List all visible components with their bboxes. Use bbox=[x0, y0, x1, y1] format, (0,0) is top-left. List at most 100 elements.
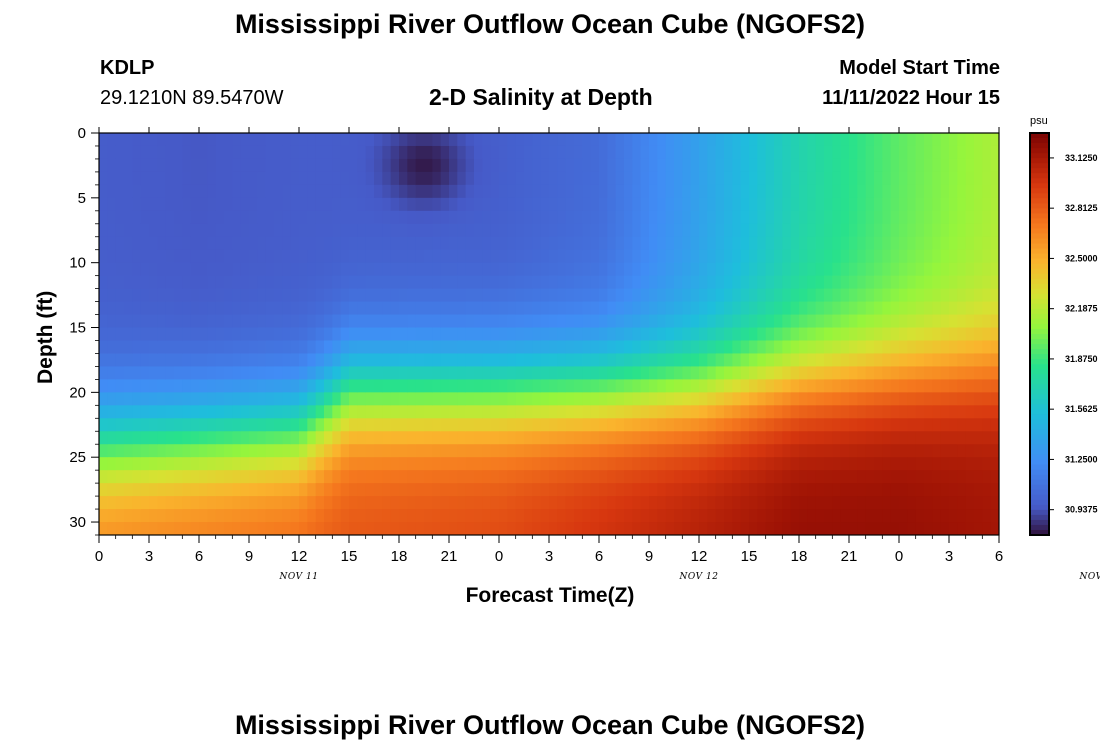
heatmap-cell bbox=[924, 210, 933, 225]
heatmap-cell bbox=[540, 236, 550, 251]
plot-title: 2-D Salinity at Depth bbox=[429, 84, 653, 110]
heatmap-cell bbox=[849, 353, 858, 368]
heatmap-cell bbox=[657, 262, 667, 277]
heatmap-cell bbox=[582, 483, 592, 497]
heatmap-cell bbox=[632, 392, 642, 406]
heatmap-cell bbox=[649, 418, 658, 432]
heatmap-cell bbox=[257, 262, 267, 277]
heatmap-cell bbox=[457, 145, 467, 160]
heatmap-cell bbox=[590, 210, 600, 225]
heatmap-cell bbox=[965, 340, 975, 355]
heatmap-cell bbox=[282, 366, 292, 380]
heatmap-cell bbox=[732, 171, 742, 186]
heatmap-cell bbox=[165, 288, 175, 303]
heatmap-cell bbox=[140, 301, 150, 316]
heatmap-cell bbox=[182, 133, 192, 147]
heatmap-cell bbox=[599, 405, 608, 419]
heatmap-cell bbox=[690, 392, 700, 406]
heatmap-cell bbox=[532, 340, 542, 355]
heatmap-cell bbox=[490, 197, 500, 212]
heatmap-cell bbox=[482, 262, 492, 277]
heatmap-cell bbox=[865, 223, 875, 238]
heatmap-cell bbox=[724, 314, 733, 329]
heatmap-cell bbox=[115, 301, 125, 316]
heatmap-cell bbox=[399, 340, 408, 355]
colorbar-segment bbox=[1030, 233, 1049, 240]
heatmap-cell bbox=[607, 301, 617, 316]
heatmap-cell bbox=[449, 184, 458, 199]
heatmap-cell bbox=[107, 392, 117, 406]
heatmap-cell bbox=[174, 418, 183, 432]
heatmap-cell bbox=[124, 405, 133, 419]
heatmap-cell bbox=[349, 275, 358, 290]
heatmap-cell bbox=[924, 145, 933, 160]
heatmap-cell bbox=[849, 366, 858, 380]
heatmap-cell bbox=[624, 379, 633, 393]
heatmap-cell bbox=[907, 223, 917, 238]
heatmap-cell bbox=[749, 366, 758, 380]
heatmap-cell bbox=[574, 353, 583, 368]
heatmap-cell bbox=[657, 431, 667, 445]
heatmap-cell bbox=[199, 133, 208, 147]
heatmap-cell bbox=[407, 314, 417, 329]
heatmap-cell bbox=[224, 210, 233, 225]
heatmap-cell bbox=[849, 392, 858, 406]
heatmap-cell bbox=[515, 223, 525, 238]
heatmap-cell bbox=[957, 288, 967, 303]
colorbar-segment bbox=[1030, 424, 1049, 431]
heatmap-cell bbox=[899, 223, 908, 238]
heatmap-cell bbox=[132, 327, 142, 342]
heatmap-cell bbox=[449, 314, 458, 329]
heatmap-cell bbox=[707, 457, 717, 471]
heatmap-cell bbox=[615, 392, 625, 406]
heatmap-cell bbox=[374, 457, 383, 471]
heatmap-cell bbox=[215, 379, 225, 393]
heatmap-cell bbox=[549, 223, 558, 238]
heatmap-cell bbox=[974, 133, 983, 147]
heatmap-cell bbox=[690, 522, 700, 535]
heatmap-cell bbox=[440, 133, 450, 147]
heatmap-cell bbox=[499, 288, 508, 303]
heatmap-cell bbox=[557, 158, 567, 173]
heatmap-cell bbox=[499, 366, 508, 380]
heatmap-cell bbox=[865, 262, 875, 277]
heatmap-cell bbox=[707, 158, 717, 173]
heatmap-cell bbox=[974, 236, 983, 251]
heatmap-cell bbox=[207, 236, 217, 251]
heatmap-cell bbox=[865, 210, 875, 225]
heatmap-cell bbox=[899, 483, 908, 497]
heatmap-cell bbox=[374, 405, 383, 419]
heatmap-cell bbox=[949, 223, 958, 238]
heatmap-cell bbox=[899, 133, 908, 147]
heatmap-cell bbox=[774, 483, 783, 497]
heatmap-cell bbox=[640, 379, 650, 393]
heatmap-cell bbox=[949, 340, 958, 355]
heatmap-cell bbox=[190, 379, 200, 393]
heatmap-cell bbox=[149, 301, 158, 316]
heatmap-cell bbox=[349, 457, 358, 471]
heatmap-cell bbox=[465, 133, 475, 147]
heatmap-cell bbox=[740, 431, 750, 445]
heatmap-cell bbox=[524, 210, 533, 225]
heatmap-cell bbox=[599, 236, 608, 251]
heatmap-cell bbox=[115, 223, 125, 238]
heatmap-cell bbox=[965, 405, 975, 419]
heatmap-cell bbox=[982, 184, 992, 199]
heatmap-cell bbox=[307, 236, 317, 251]
heatmap-cell bbox=[332, 171, 342, 186]
heatmap-cell bbox=[207, 496, 217, 510]
heatmap-cell bbox=[932, 483, 942, 497]
heatmap-cell bbox=[915, 249, 925, 264]
heatmap-cell bbox=[165, 522, 175, 535]
heatmap-cell bbox=[390, 249, 400, 264]
heatmap-cell bbox=[582, 197, 592, 212]
heatmap-cell bbox=[849, 483, 858, 497]
heatmap-cell bbox=[465, 470, 475, 484]
heatmap-cell bbox=[924, 288, 933, 303]
heatmap-cell bbox=[749, 210, 758, 225]
heatmap-cell bbox=[382, 392, 392, 406]
colorbar-tick-label: 33.1250 bbox=[1065, 153, 1098, 163]
heatmap-cell bbox=[257, 145, 267, 160]
heatmap-cell bbox=[324, 223, 333, 238]
heatmap-cell bbox=[274, 223, 283, 238]
